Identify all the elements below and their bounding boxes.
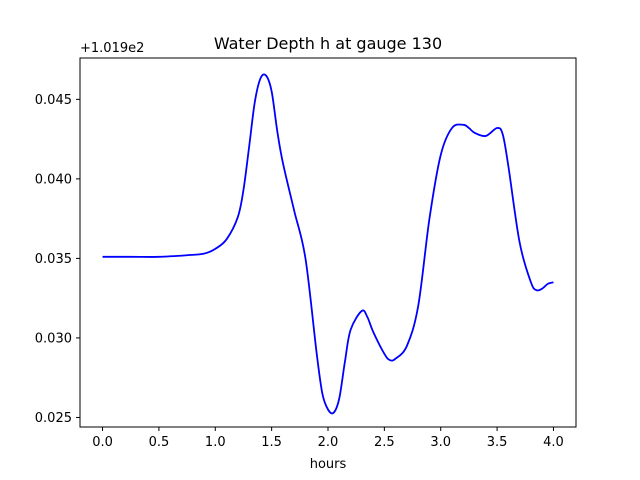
- x-tick-label: 0.0: [92, 435, 113, 450]
- x-tick-label: 3.5: [487, 435, 508, 450]
- series-line-0: [102, 73, 554, 415]
- y-tick-label: 0.045: [35, 93, 72, 108]
- y-axis: 0.025 0.030 0.035 0.040 0.045: [35, 93, 80, 426]
- x-tick-label: 2.0: [318, 435, 339, 450]
- x-tick-label: 2.5: [374, 435, 395, 450]
- x-axis: 0.0 0.5 1.0 1.5 2.0 2.5 3.0 3.5 4.0: [92, 427, 564, 450]
- y-tick-label: 0.035: [35, 252, 72, 267]
- plot-area: [102, 73, 554, 415]
- x-tick-label: 1.5: [261, 435, 282, 450]
- x-tick-label: 4.0: [543, 435, 564, 450]
- y-tick-label: 0.025: [35, 411, 72, 426]
- chart-title: Water Depth h at gauge 130: [214, 34, 442, 53]
- y-offset-label: +1.019e2: [80, 41, 144, 56]
- x-axis-label: hours: [310, 457, 347, 472]
- y-tick-label: 0.030: [35, 331, 72, 346]
- y-tick-label: 0.040: [35, 172, 72, 187]
- x-tick-label: 0.5: [149, 435, 170, 450]
- x-tick-label: 3.0: [430, 435, 451, 450]
- x-tick-label: 1.0: [205, 435, 226, 450]
- axes-frame: [79, 57, 577, 428]
